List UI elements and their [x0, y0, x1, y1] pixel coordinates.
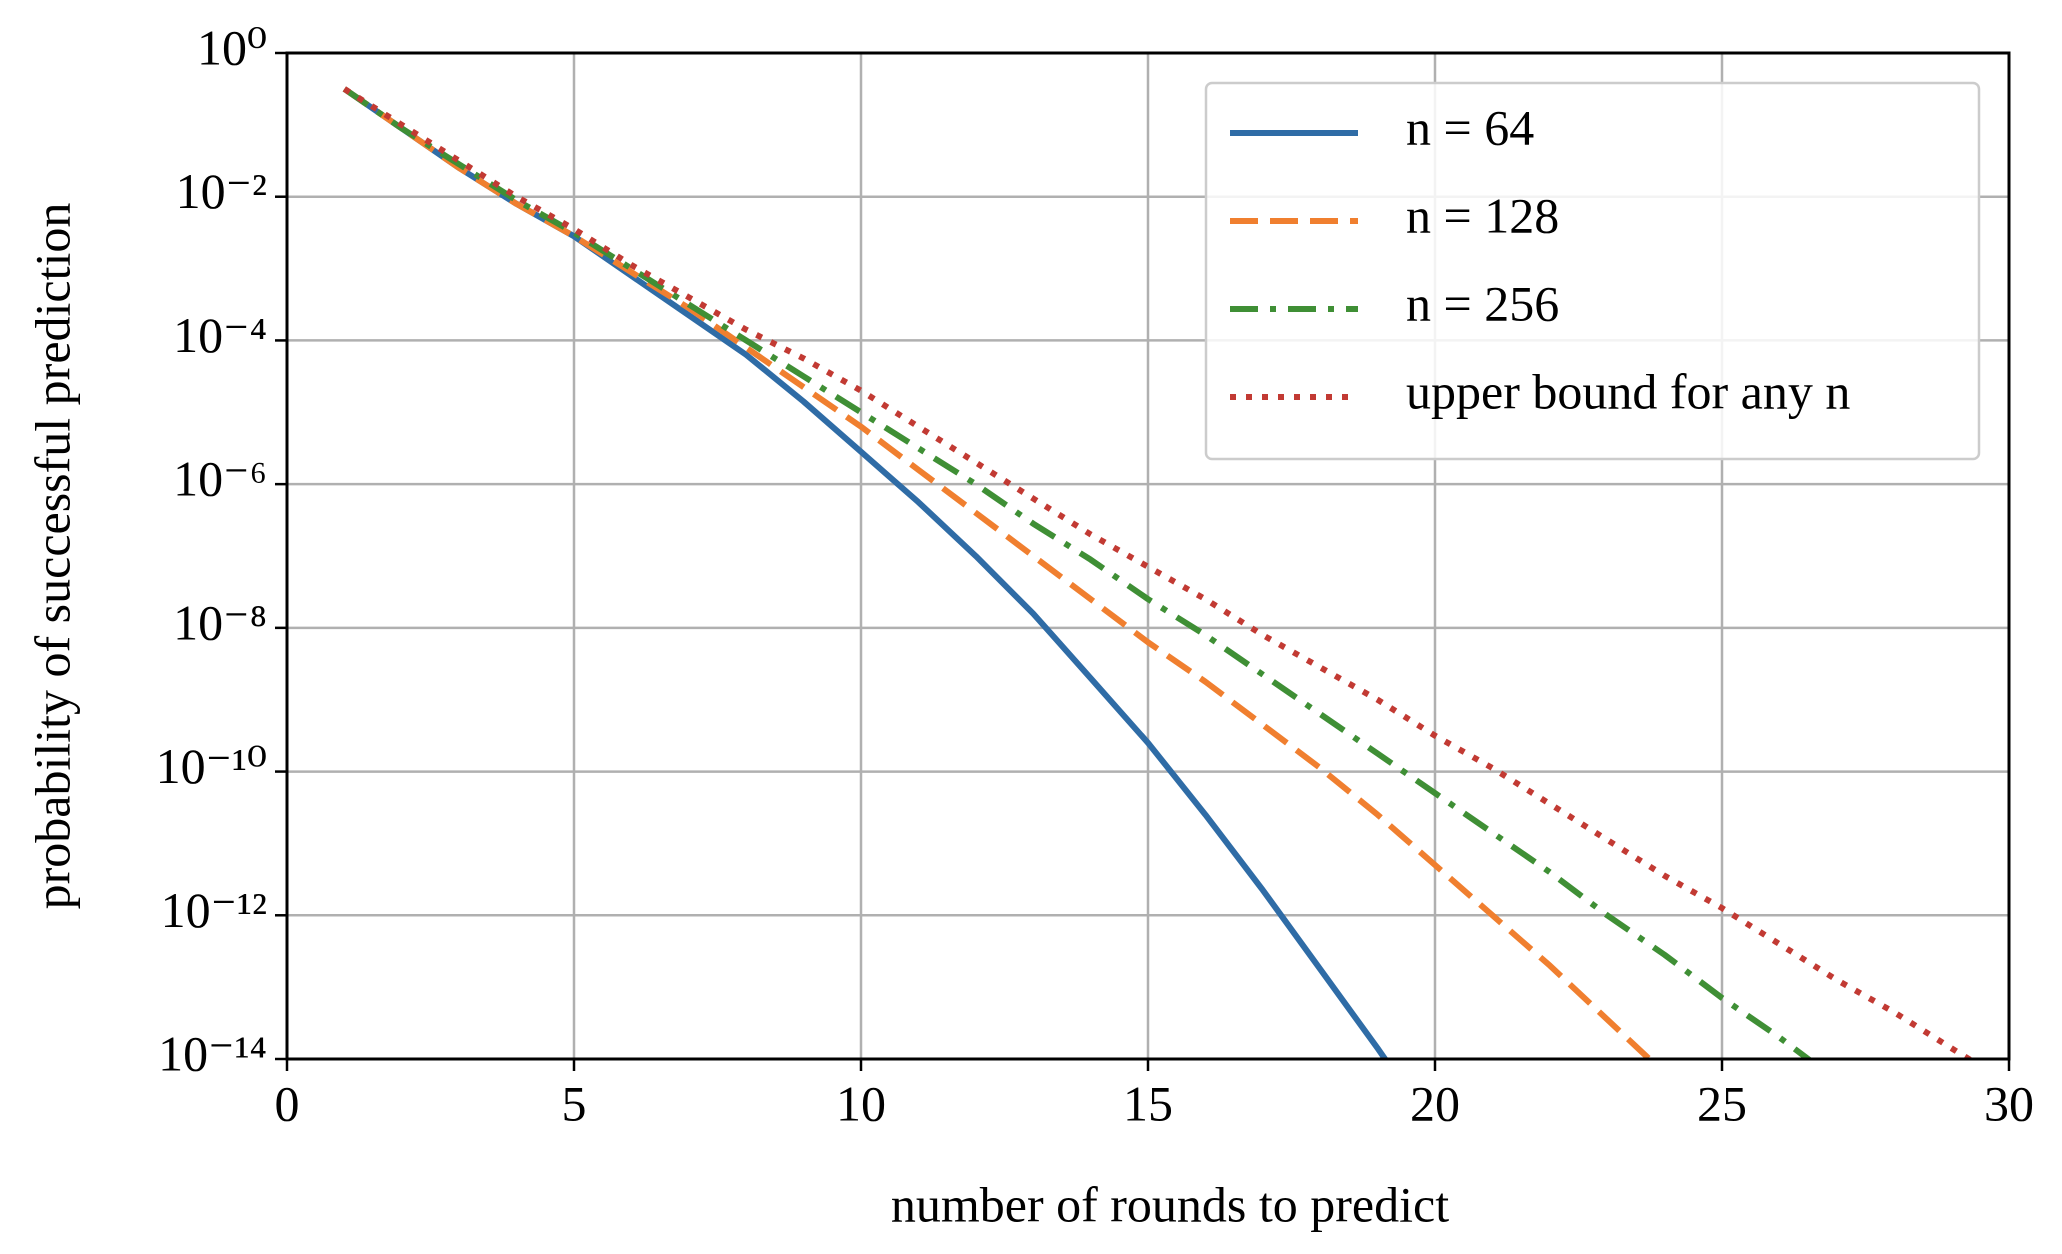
- legend-label: n = 64: [1406, 99, 1534, 155]
- y-tick-label: 10⁰: [197, 19, 267, 75]
- series-line: [342, 86, 1975, 1059]
- x-tick-label: 15: [1123, 1075, 1173, 1131]
- plot-area: [342, 86, 1975, 1059]
- y-axis-label: probability of successful prediction: [24, 203, 80, 910]
- series-line: [342, 86, 1654, 1059]
- y-tick-label: 10⁻⁴: [173, 307, 267, 363]
- legend-label: n = 256: [1406, 275, 1559, 331]
- y-tick-label: 10⁻⁸: [173, 594, 267, 650]
- plot-frame: [285, 51, 2011, 1061]
- x-tick-label: 10: [836, 1075, 886, 1131]
- y-tick-label: 10⁻⁶: [173, 451, 267, 507]
- y-tick-label: 10⁻¹⁴: [158, 1025, 267, 1081]
- x-tick-label: 30: [1984, 1075, 2034, 1131]
- y-tick-label: 10⁻¹⁰: [156, 738, 267, 794]
- x-tick-label: 25: [1697, 1075, 1747, 1131]
- x-tick-label: 5: [562, 1075, 587, 1131]
- x-tick-label: 20: [1410, 1075, 1460, 1131]
- legend-box: [1204, 81, 1981, 461]
- legend-label: n = 128: [1406, 187, 1559, 243]
- legend-label: upper bound for any n: [1406, 363, 1850, 419]
- series-line: [342, 86, 1814, 1059]
- x-tick-label: 0: [275, 1075, 300, 1131]
- x-axis-label: number of rounds to predict: [891, 1176, 1449, 1232]
- y-tick-label: 10⁻¹²: [161, 882, 267, 938]
- y-tick-label: 10⁻²: [176, 163, 267, 219]
